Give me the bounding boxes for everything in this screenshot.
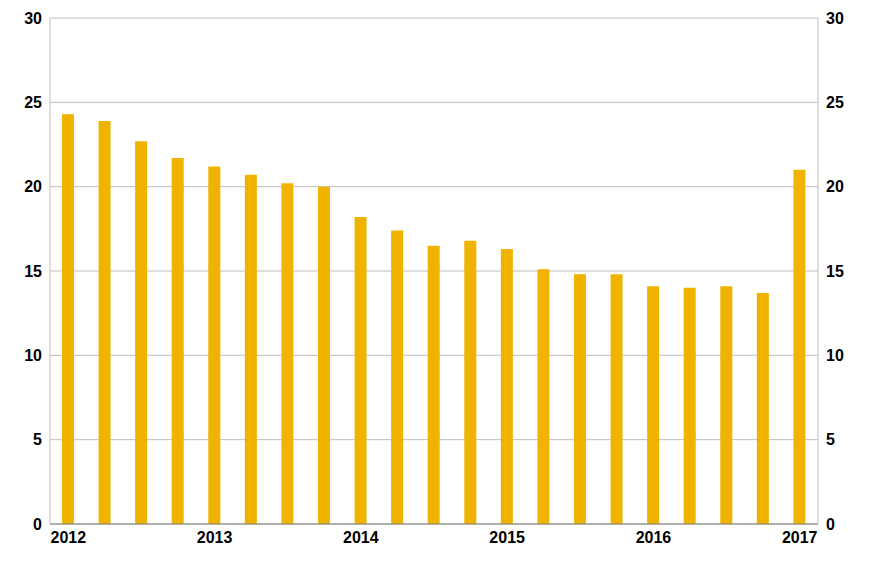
svg-text:20: 20 xyxy=(24,178,42,195)
svg-text:10: 10 xyxy=(24,347,42,364)
svg-text:5: 5 xyxy=(826,431,835,448)
svg-text:25: 25 xyxy=(826,94,844,111)
svg-text:25: 25 xyxy=(24,94,42,111)
svg-text:15: 15 xyxy=(826,263,844,280)
svg-text:10: 10 xyxy=(826,347,844,364)
svg-text:2013: 2013 xyxy=(197,529,233,546)
svg-text:2014: 2014 xyxy=(343,529,379,546)
svg-text:20: 20 xyxy=(826,178,844,195)
svg-text:2016: 2016 xyxy=(636,529,672,546)
svg-text:30: 30 xyxy=(826,10,844,27)
svg-text:2012: 2012 xyxy=(50,529,86,546)
svg-text:15: 15 xyxy=(24,263,42,280)
svg-text:0: 0 xyxy=(33,516,42,533)
svg-text:30: 30 xyxy=(24,10,42,27)
svg-text:2017: 2017 xyxy=(782,529,818,546)
svg-text:2015: 2015 xyxy=(489,529,525,546)
svg-text:5: 5 xyxy=(33,431,42,448)
svg-text:0: 0 xyxy=(826,516,835,533)
